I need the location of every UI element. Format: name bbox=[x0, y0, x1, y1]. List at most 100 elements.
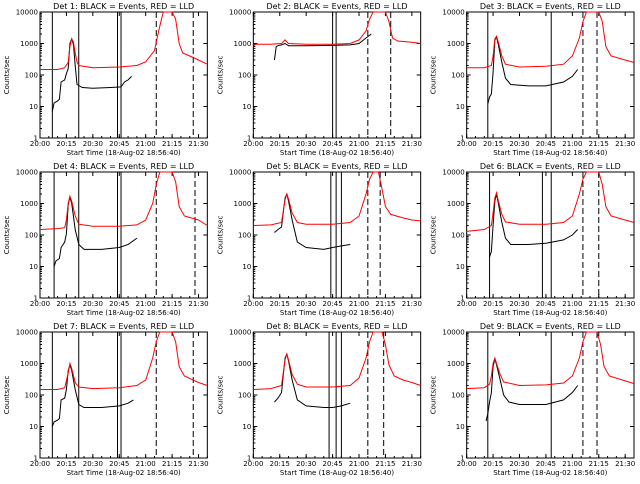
panel-det-5: Det 5: BLACK = Events, RED = LLD 20:00 20:… bbox=[216, 162, 422, 317]
x-axis-label: Start Time (18-Aug-02 18:56:40) bbox=[280, 309, 394, 317]
x-tick-label: 21:00 bbox=[349, 460, 369, 468]
x-tick-label: 20:30 bbox=[509, 140, 529, 148]
x-tick-label: 21:00 bbox=[562, 460, 582, 468]
x-tick-label: 20:00 bbox=[243, 460, 263, 468]
panel-title: Det 3: BLACK = Events, RED = LLD bbox=[480, 2, 621, 11]
x-tick-label: 20:45 bbox=[323, 460, 343, 468]
panel-det-2: Det 2: BLACK = Events, RED = LLD 20:00 20:… bbox=[216, 2, 422, 157]
x-tick-label: 20:30 bbox=[83, 460, 103, 468]
series-line-events bbox=[274, 352, 351, 408]
x-tick-label: 21:00 bbox=[349, 300, 369, 308]
series-line-events bbox=[487, 35, 579, 105]
y-tick-label: 10000 bbox=[442, 9, 464, 17]
y-tick-label: 10000 bbox=[229, 9, 251, 17]
x-tick-label: 21:30 bbox=[402, 300, 422, 308]
series-line-lld bbox=[39, 171, 208, 230]
x-tick-label: 21:00 bbox=[136, 300, 156, 308]
plot-frame bbox=[466, 171, 635, 299]
x-axis-label: Start Time (18-Aug-02 18:56:40) bbox=[493, 469, 607, 477]
series-line-events bbox=[485, 356, 579, 422]
y-tick-label: 1 bbox=[247, 295, 251, 303]
x-tick-label: 20:00 bbox=[243, 300, 263, 308]
x-tick-label: 21:30 bbox=[615, 300, 635, 308]
x-tick-label: 20:45 bbox=[536, 300, 556, 308]
panel-title: Det 2: BLACK = Events, RED = LLD bbox=[267, 2, 408, 11]
panel-det-4: Det 4: BLACK = Events, RED = LLD 20:00 20:… bbox=[3, 162, 209, 317]
x-axis-label: Start Time (18-Aug-02 18:56:40) bbox=[493, 309, 607, 317]
x-tick-label: 20:30 bbox=[296, 460, 316, 468]
y-tick-label: 1000 bbox=[20, 40, 38, 48]
y-tick-label: 10 bbox=[456, 423, 465, 431]
x-tick-label: 20:15 bbox=[483, 140, 503, 148]
series-line-events bbox=[53, 196, 138, 267]
panel-title: Det 1: BLACK = Events, RED = LLD bbox=[53, 2, 194, 11]
x-tick-label: 20:00 bbox=[457, 460, 477, 468]
x-tick-label: 21:15 bbox=[162, 140, 182, 148]
y-tick-label: 1 bbox=[34, 455, 38, 463]
x-tick-label: 20:15 bbox=[56, 140, 76, 148]
y-tick-label: 1000 bbox=[234, 200, 252, 208]
x-tick-label: 20:00 bbox=[30, 140, 50, 148]
series-line-lld bbox=[40, 11, 208, 70]
panel-det-9: Det 9: BLACK = Events, RED = LLD 20:00 20:… bbox=[430, 322, 636, 477]
y-tick-label: 1000 bbox=[447, 360, 465, 368]
y-tick-label: 1 bbox=[34, 135, 38, 143]
panel-det-6: Det 6: BLACK = Events, RED = LLD 20:00 20:… bbox=[430, 162, 636, 317]
x-tick-label: 21:30 bbox=[188, 460, 208, 468]
x-tick-label: 21:00 bbox=[349, 140, 369, 148]
panel-title: Det 7: BLACK = Events, RED = LLD bbox=[53, 322, 194, 331]
x-tick-label: 20:45 bbox=[109, 460, 129, 468]
y-axis-label: Counts/sec bbox=[3, 376, 11, 415]
series-line-lld bbox=[40, 331, 208, 390]
x-tick-label: 20:15 bbox=[483, 460, 503, 468]
x-tick-label: 21:15 bbox=[589, 300, 609, 308]
panel-det-1: Det 1: BLACK = Events, RED = LLD 20:00 20:… bbox=[3, 2, 209, 157]
x-tick-label: 21:30 bbox=[188, 300, 208, 308]
x-tick-label: 20:15 bbox=[270, 460, 290, 468]
y-tick-label: 10000 bbox=[229, 329, 251, 337]
y-tick-label: 1 bbox=[460, 295, 464, 303]
x-tick-label: 20:00 bbox=[457, 300, 477, 308]
x-tick-label: 20:30 bbox=[509, 460, 529, 468]
x-tick-label: 21:30 bbox=[402, 140, 422, 148]
y-tick-label: 100 bbox=[451, 392, 464, 400]
series-line-lld bbox=[253, 11, 421, 45]
y-tick-label: 1 bbox=[460, 455, 464, 463]
y-tick-label: 1000 bbox=[234, 360, 252, 368]
plot-frame bbox=[252, 331, 422, 459]
y-tick-label: 10 bbox=[29, 423, 38, 431]
x-tick-label: 21:30 bbox=[615, 460, 635, 468]
x-axis-label: Start Time (18-Aug-02 18:56:40) bbox=[67, 309, 181, 317]
y-tick-label: 100 bbox=[451, 232, 464, 240]
plot-frame bbox=[39, 11, 208, 139]
y-tick-label: 10000 bbox=[229, 169, 251, 177]
plot-frame bbox=[39, 171, 208, 299]
y-axis-label: Counts/sec bbox=[3, 56, 11, 95]
y-tick-label: 10 bbox=[456, 263, 465, 271]
x-tick-label: 20:00 bbox=[30, 460, 50, 468]
y-tick-label: 100 bbox=[25, 232, 38, 240]
x-axis-label: Start Time (18-Aug-02 18:56:40) bbox=[280, 469, 394, 477]
y-tick-label: 1000 bbox=[234, 40, 252, 48]
y-tick-label: 10 bbox=[242, 103, 251, 111]
x-tick-label: 21:30 bbox=[402, 460, 422, 468]
y-tick-label: 100 bbox=[238, 392, 251, 400]
x-tick-label: 20:45 bbox=[109, 300, 129, 308]
x-tick-label: 21:15 bbox=[589, 140, 609, 148]
y-axis-label: Counts/sec bbox=[430, 216, 438, 255]
series-line-lld bbox=[466, 331, 635, 390]
plot-frame bbox=[466, 11, 635, 139]
x-tick-label: 20:00 bbox=[30, 300, 50, 308]
panel-title: Det 5: BLACK = Events, RED = LLD bbox=[267, 162, 408, 171]
series-line-events bbox=[274, 192, 351, 250]
x-tick-label: 20:45 bbox=[323, 140, 343, 148]
y-tick-label: 10000 bbox=[442, 329, 464, 337]
x-tick-label: 21:15 bbox=[162, 300, 182, 308]
x-tick-label: 21:15 bbox=[375, 460, 395, 468]
y-tick-label: 100 bbox=[238, 72, 251, 80]
y-axis-label: Counts/sec bbox=[216, 376, 224, 415]
series-line-lld bbox=[466, 171, 635, 232]
y-tick-label: 1000 bbox=[447, 200, 465, 208]
